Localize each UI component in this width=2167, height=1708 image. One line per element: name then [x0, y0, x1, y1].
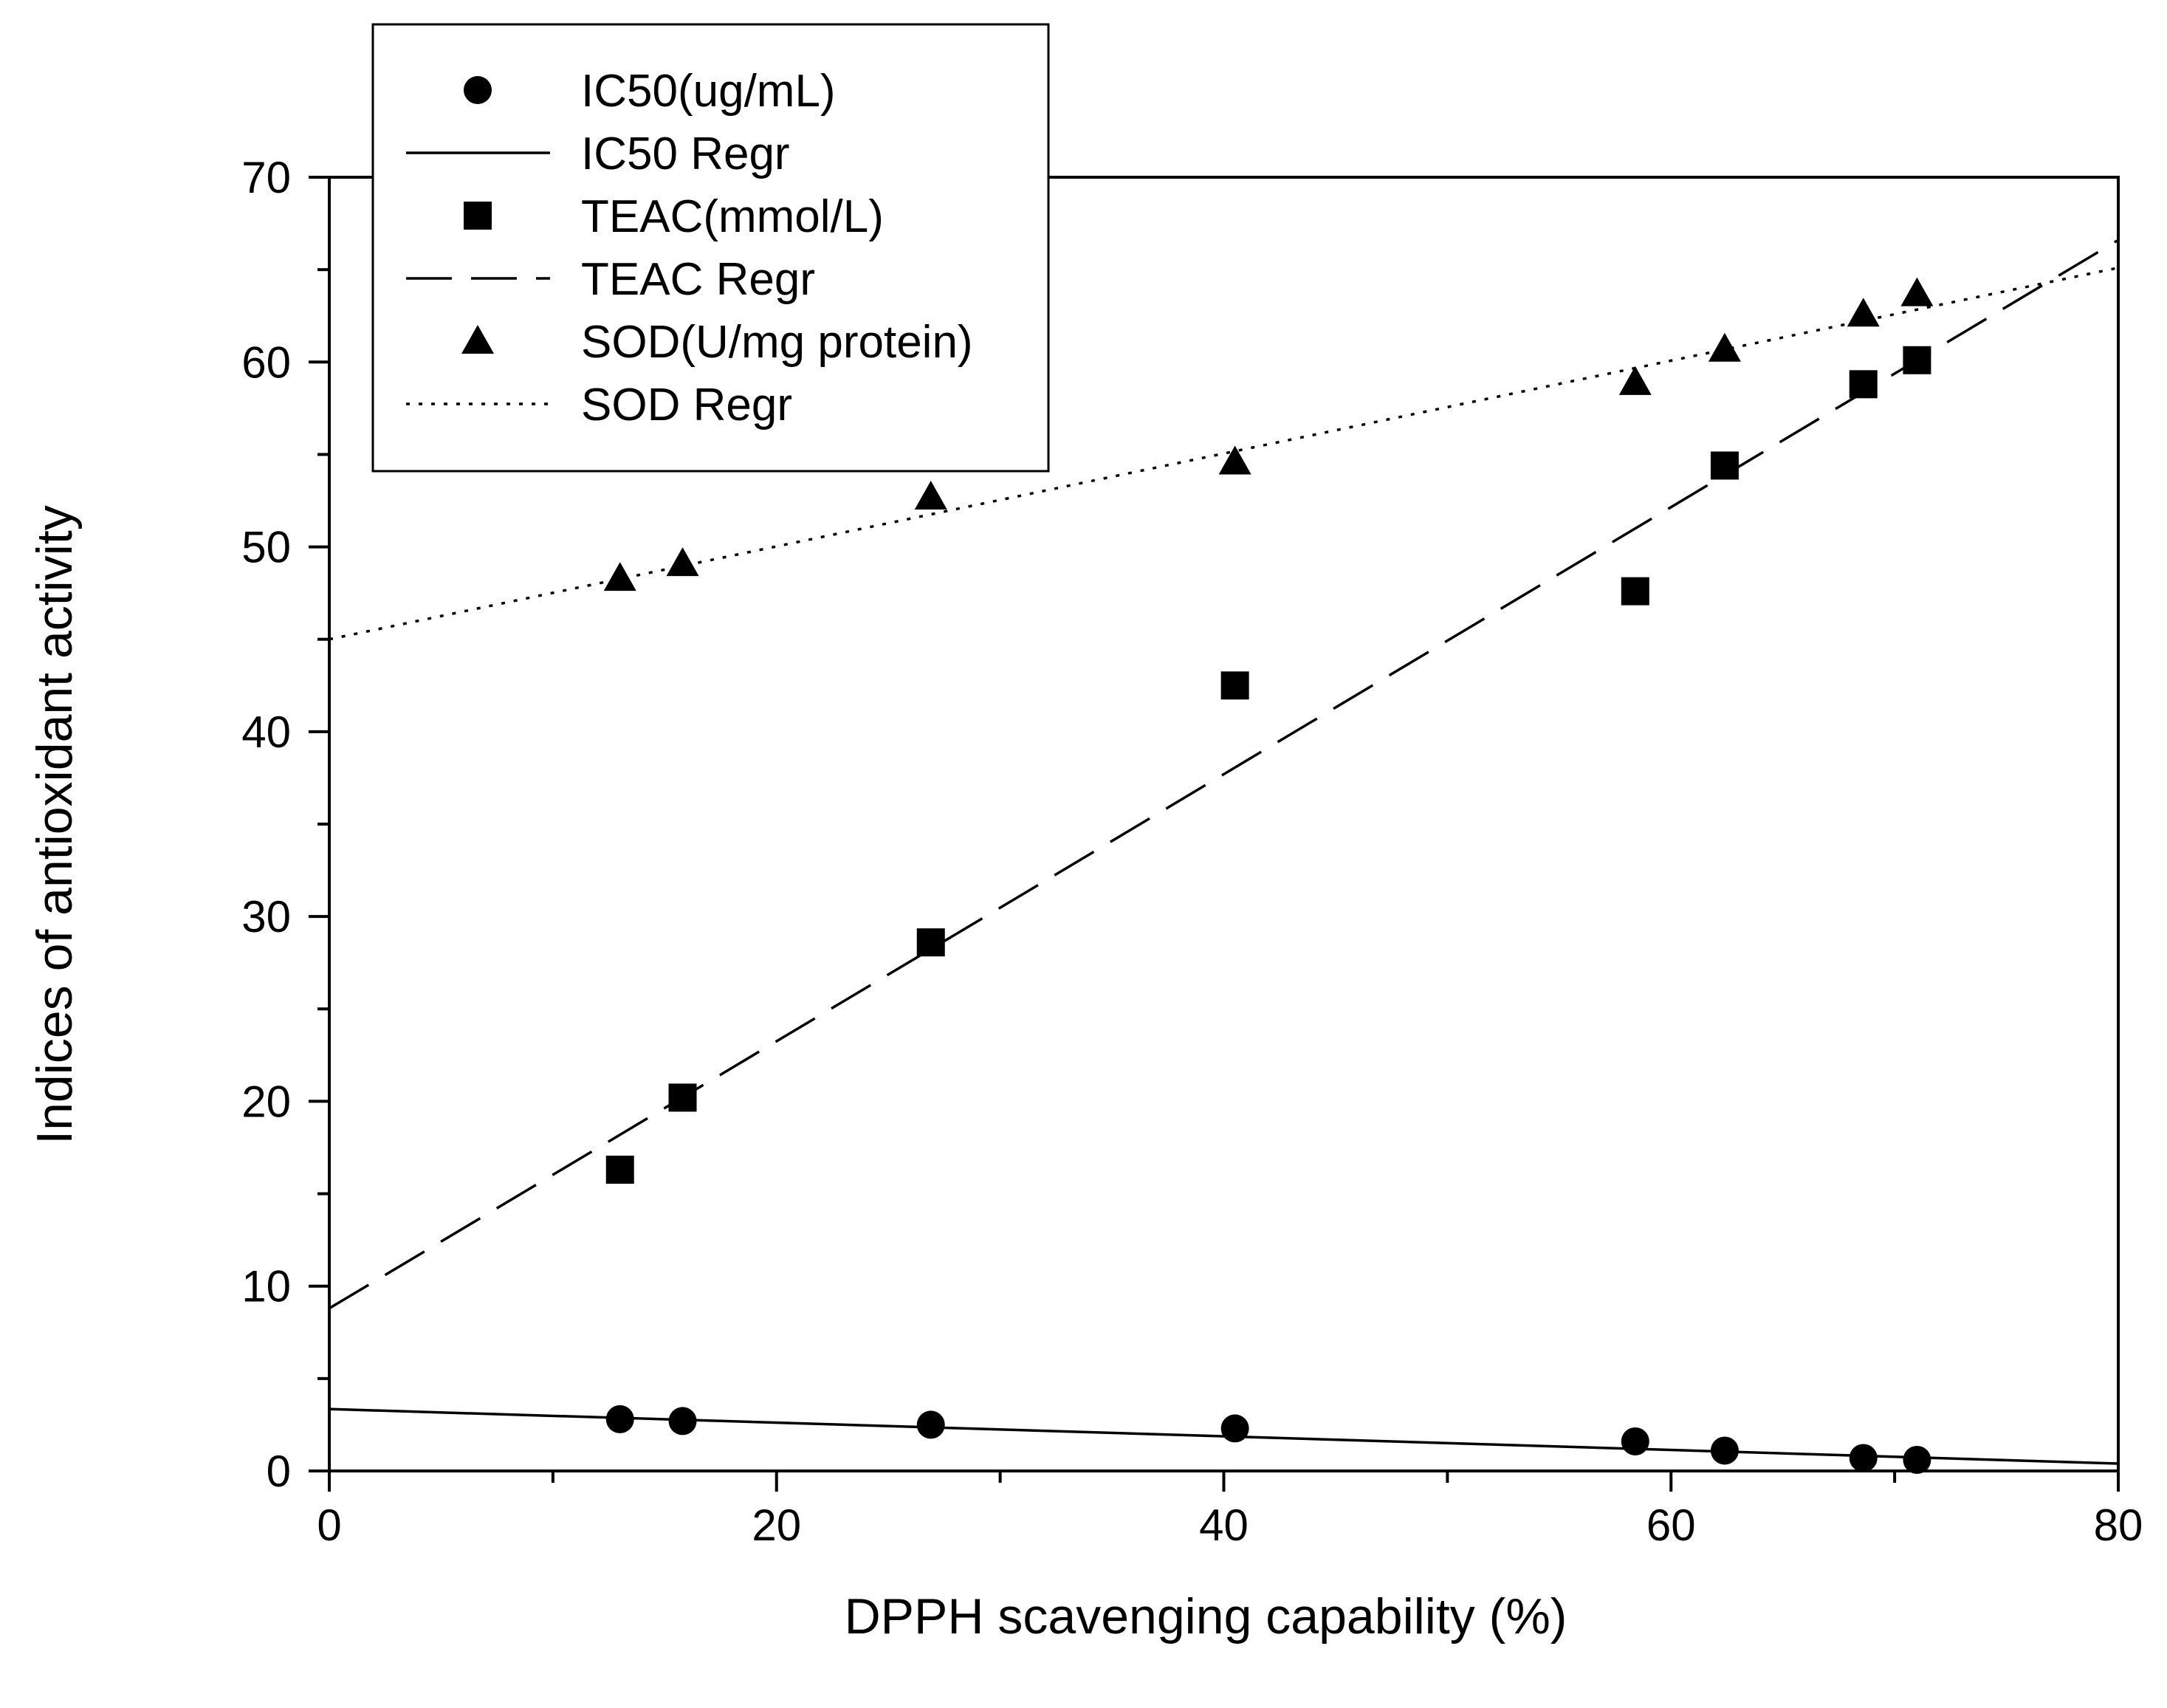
data-point-triangle [1847, 298, 1880, 327]
x-tick-label: 20 [752, 1500, 801, 1550]
data-point-triangle [914, 480, 947, 510]
y-tick-label: 20 [241, 1077, 291, 1126]
legend-marker-circle [464, 76, 492, 104]
data-point-triangle [1900, 277, 1934, 306]
data-point-circle [916, 1410, 945, 1439]
data-point-circle [1903, 1445, 1931, 1474]
y-tick-label: 60 [241, 337, 291, 387]
legend-label: IC50(ug/mL) [581, 66, 836, 117]
data-point-circle [1621, 1427, 1649, 1455]
x-tick-label: 0 [317, 1500, 341, 1550]
y-tick-label: 30 [241, 892, 291, 942]
y-axis-title: Indices of antioxidant activity [27, 505, 83, 1145]
y-tick-label: 0 [267, 1447, 291, 1496]
legend-label: TEAC(mmol/L) [581, 191, 884, 242]
x-axis-title: DPPH scavenging capability (%) [845, 1588, 1567, 1644]
data-point-square [605, 1156, 634, 1184]
data-point-square [1710, 451, 1739, 480]
data-point-square [1903, 346, 1931, 374]
data-point-triangle [1218, 445, 1251, 475]
legend-label: SOD Regr [581, 380, 792, 431]
y-tick-label: 10 [241, 1262, 291, 1311]
legend-marker-triangle [461, 325, 494, 354]
legend: IC50(ug/mL) IC50 Regr TEAC(mmol/L) TEAC Reg… [371, 23, 1050, 473]
series-layer [329, 239, 2119, 1474]
legend-label: IC50 Regr [581, 128, 790, 179]
data-point-square [668, 1083, 697, 1112]
data-point-triangle [1708, 332, 1741, 362]
y-tick-label: 70 [241, 153, 291, 202]
data-point-circle [1220, 1414, 1249, 1443]
x-tick-label: 40 [1199, 1500, 1249, 1550]
data-point-circle [605, 1405, 634, 1433]
y-tick-label: 50 [241, 523, 291, 572]
x-tick-label: 80 [2094, 1500, 2143, 1550]
legend-label: TEAC Regr [581, 254, 815, 305]
data-point-triangle [666, 547, 699, 577]
data-point-circle [668, 1407, 697, 1436]
regression-line-square [329, 239, 2119, 1310]
data-point-triangle [1618, 366, 1652, 395]
y-tick-label: 40 [241, 707, 291, 757]
legend-marker-square [464, 202, 492, 230]
data-point-square [1849, 370, 1878, 399]
legend-label: SOD(U/mg protein) [581, 317, 973, 368]
x-tick-label: 60 [1646, 1500, 1696, 1550]
data-point-square [916, 928, 945, 957]
data-point-square [1220, 671, 1249, 700]
data-point-square [1621, 577, 1649, 606]
data-point-triangle [603, 562, 636, 591]
axes: 0 20 40 60 80 0 10 20 30 40 50 60 70 [241, 153, 2143, 1550]
data-point-circle [1710, 1436, 1739, 1465]
data-point-circle [1849, 1444, 1878, 1472]
